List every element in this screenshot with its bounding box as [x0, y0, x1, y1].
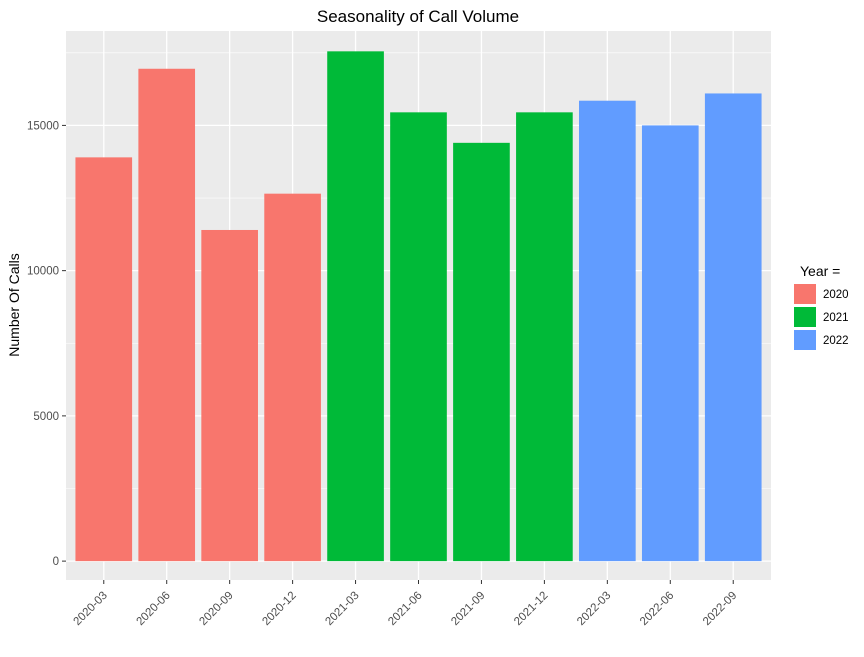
legend-label-2021: 2021: [823, 312, 849, 324]
bar-2021-03: [327, 51, 384, 562]
bar-2020-09: [201, 229, 258, 562]
x-tick-label: 2020-12: [260, 590, 298, 628]
bar-2022-09: [704, 93, 762, 562]
y-tick-label: 5000: [33, 411, 59, 423]
y-tick-label: 15000: [27, 120, 59, 132]
legend-label-2022: 2022: [823, 335, 849, 347]
y-axis: 0 5000 10000 15000: [27, 120, 66, 568]
x-tick-label: 2021-09: [449, 590, 487, 628]
x-tick-label: 2020-09: [197, 590, 235, 628]
legend-label-2020: 2020: [823, 289, 849, 301]
bar-2020-06: [138, 68, 196, 562]
x-axis: 2020-03 2020-06 2020-09 2020-12 2021-03 2021-…: [72, 580, 739, 628]
legend-key-2021: [794, 307, 816, 327]
y-axis-title: Number Of Calls: [6, 253, 22, 356]
bar-2021-09: [453, 142, 510, 562]
x-tick-label: 2021-03: [323, 590, 361, 628]
x-tick-label: 2021-06: [386, 590, 424, 628]
legend-key-2022: [794, 330, 816, 350]
y-tick-label: 0: [53, 556, 59, 568]
x-tick-label: 2020-06: [134, 590, 172, 628]
legend-key-2020: [794, 284, 816, 304]
legend: Year = 2020 2021 2022: [794, 263, 849, 350]
bars: [75, 51, 762, 562]
bar-2022-03: [579, 100, 636, 562]
x-tick-label: 2020-03: [72, 590, 110, 628]
x-tick-label: 2022-06: [638, 590, 676, 628]
bar-2021-12: [516, 112, 573, 562]
x-tick-label: 2022-09: [701, 590, 739, 628]
x-tick-label: 2022-03: [575, 590, 613, 628]
bar-2020-12: [264, 193, 321, 562]
chart-title: Seasonality of Call Volume: [317, 7, 519, 26]
x-tick-label: 2021-12: [512, 590, 550, 628]
bar-2021-06: [390, 112, 447, 562]
bar-2022-06: [641, 125, 699, 562]
y-tick-label: 10000: [27, 266, 59, 278]
bar-2020-03: [75, 157, 133, 562]
legend-title: Year =: [800, 263, 840, 279]
